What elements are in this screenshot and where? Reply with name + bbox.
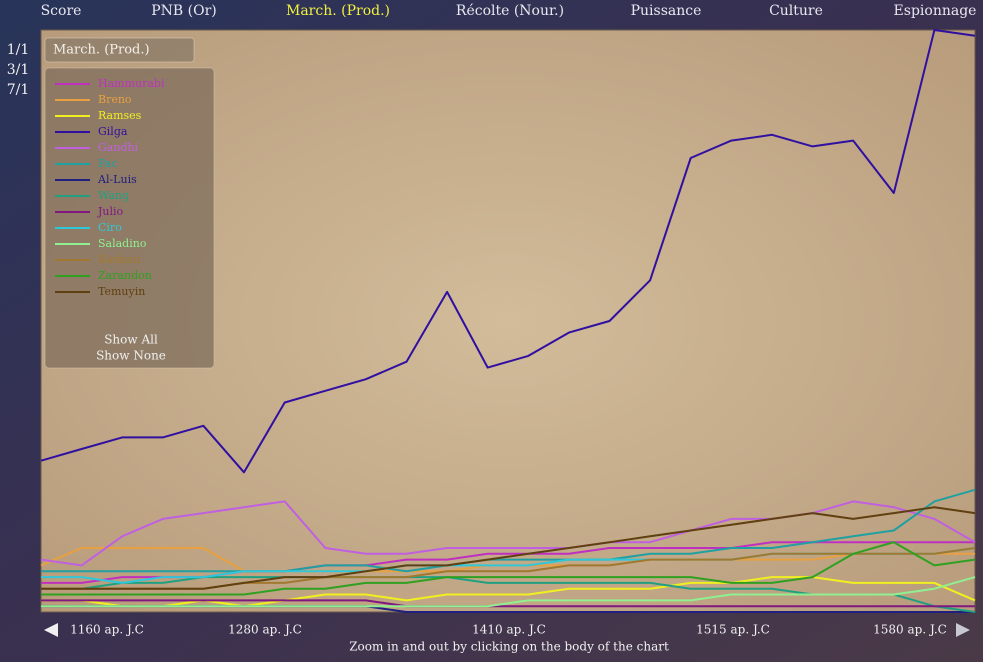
tab[interactable]: Score bbox=[41, 3, 82, 19]
series-line bbox=[41, 576, 976, 608]
legend-button[interactable]: Show None bbox=[96, 349, 166, 363]
legend-label[interactable]: Ciro bbox=[98, 221, 122, 234]
legend-label[interactable]: Zarandon bbox=[98, 269, 152, 282]
side-label: 7/1 bbox=[7, 82, 30, 98]
legend-label[interactable]: Breno bbox=[98, 93, 132, 106]
tab[interactable]: Puissance bbox=[631, 3, 702, 19]
series-line bbox=[41, 541, 976, 596]
tab[interactable]: Espionnage bbox=[894, 3, 977, 19]
series-line bbox=[40, 29, 976, 474]
legend-label[interactable]: Wang bbox=[98, 189, 129, 202]
side-label: 3/1 bbox=[7, 62, 30, 78]
date-label: 1515 ap. J.C bbox=[696, 623, 770, 637]
series-line bbox=[41, 599, 975, 608]
legend-label[interactable]: Al-Luis bbox=[97, 173, 137, 186]
chart-title: March. (Prod.) bbox=[53, 43, 150, 58]
date-label: 1580 ap. J.C bbox=[873, 623, 947, 637]
date-label: 1160 ap. J.C bbox=[70, 623, 144, 637]
legend-label[interactable]: Ramses bbox=[98, 109, 142, 122]
legend-label[interactable]: Pac bbox=[98, 157, 118, 170]
legend-label[interactable]: Gandhi bbox=[98, 141, 139, 154]
series-line bbox=[40, 500, 976, 567]
arrow-left[interactable] bbox=[44, 623, 58, 637]
tab[interactable]: March. (Prod.) bbox=[286, 3, 390, 19]
chart-title-box bbox=[44, 37, 195, 63]
legend-button[interactable]: Show All bbox=[104, 333, 158, 347]
arrow-right[interactable] bbox=[956, 623, 970, 637]
date-label: 1410 ap. J.C bbox=[472, 623, 546, 637]
legend-label[interactable]: Kankan bbox=[98, 253, 140, 266]
legend-label[interactable]: Julio bbox=[97, 205, 124, 218]
legend-label[interactable]: Gilga bbox=[98, 125, 128, 138]
legend-label[interactable]: Hammurabi bbox=[98, 77, 165, 90]
side-label: 1/1 bbox=[7, 42, 30, 58]
legend-label[interactable]: Saladino bbox=[98, 237, 147, 250]
date-label: 1280 ap. J.C bbox=[228, 623, 302, 637]
series-line bbox=[41, 488, 976, 573]
tab[interactable]: Récolte (Nour.) bbox=[456, 3, 564, 19]
legend-label[interactable]: Temuyin bbox=[98, 285, 145, 298]
series-line bbox=[41, 506, 976, 590]
tab[interactable]: Culture bbox=[769, 3, 823, 19]
hint: Zoom in and out by clicking on the body … bbox=[349, 640, 669, 654]
tab[interactable]: PNB (Or) bbox=[151, 3, 217, 19]
